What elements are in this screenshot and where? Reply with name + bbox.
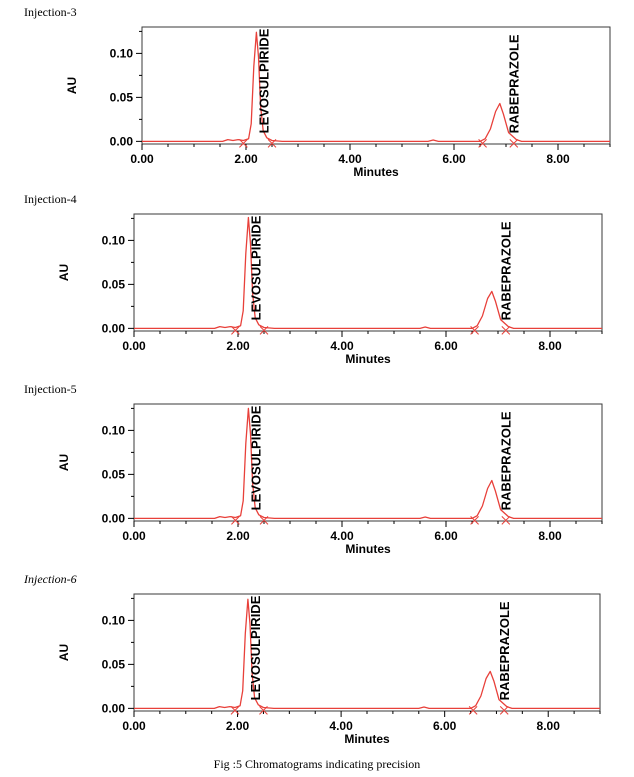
chromatogram-4: 0.00 2.00 4.00 6.00 8.00 0.00 0.05 0.10 Minutes A… <box>57 593 601 746</box>
x-tick-label: 6.00 <box>434 529 458 543</box>
chromatogram-trace <box>134 216 602 330</box>
x-tick-label: 4.00 <box>329 719 353 733</box>
x-tick-label: 2.00 <box>226 719 250 733</box>
integration-marker <box>501 326 511 335</box>
x-tick-label: 8.00 <box>538 529 562 543</box>
y-tick-label: 0.10 <box>102 233 126 247</box>
integration-marker <box>468 706 478 715</box>
panel-label-2: Injection-4 <box>24 192 77 206</box>
peak-label-rabeprazole: RABEPRAZOLE <box>499 221 514 320</box>
x-axis-label: Minutes <box>344 732 390 746</box>
y-tick-label: 0.10 <box>102 423 126 437</box>
chromatogram-trace <box>134 598 600 710</box>
chromatogram-trace <box>142 31 610 143</box>
panel-label-1: Injection-3 <box>24 5 77 19</box>
x-tick-label: 4.00 <box>330 339 354 353</box>
x-tick-label: 2.00 <box>226 339 250 353</box>
integration-marker <box>501 516 511 525</box>
peak-label-levosulpiride: LEVOSULPIRIDE <box>248 595 263 700</box>
integration-marker <box>509 139 519 148</box>
chromatogram-trace <box>134 407 602 520</box>
y-tick-label: 0.05 <box>110 90 134 104</box>
plot-frame <box>133 403 603 522</box>
x-tick-label: 2.00 <box>234 152 258 166</box>
chromatogram-2: 0.00 2.00 4.00 6.00 8.00 0.00 0.05 0.10 Minutes A… <box>57 213 603 366</box>
plot-frame <box>133 213 603 332</box>
x-tick-label: 8.00 <box>546 152 570 166</box>
x-axis-label: Minutes <box>353 165 399 179</box>
y-tick-label: 0.10 <box>110 46 134 60</box>
y-tick-label: 0.00 <box>102 321 126 335</box>
integration-marker <box>230 706 240 715</box>
y-axis-label: AU <box>57 264 71 281</box>
peak-label-levosulpiride: LEVOSULPIRIDE <box>248 405 263 510</box>
y-tick-label: 0.05 <box>102 657 126 671</box>
integration-marker <box>470 326 479 335</box>
y-tick-label: 0.00 <box>102 701 126 715</box>
x-axis-label: Minutes <box>345 542 391 556</box>
plot-frame <box>133 593 601 712</box>
y-axis-label: AU <box>57 454 71 471</box>
peak-label-rabeprazole: RABEPRAZOLE <box>497 601 512 700</box>
x-tick-label: 0.00 <box>130 152 154 166</box>
peak-label-levosulpiride: LEVOSULPIRIDE <box>256 28 271 133</box>
peak-label-levosulpiride: LEVOSULPIRIDE <box>248 215 263 320</box>
y-tick-label: 0.05 <box>102 467 126 481</box>
x-tick-label: 6.00 <box>434 339 458 353</box>
x-tick-label: 4.00 <box>338 152 362 166</box>
x-tick-label: 2.00 <box>226 529 250 543</box>
plot-frame <box>141 26 611 145</box>
panel-label-4: Injection-6 <box>24 572 77 586</box>
y-axis-label: AU <box>65 77 79 94</box>
x-tick-label: 6.00 <box>433 719 457 733</box>
x-tick-label: 0.00 <box>122 529 146 543</box>
y-tick-label: 0.05 <box>102 277 126 291</box>
figure-caption: Fig :5 Chromatograms indicating precisio… <box>213 757 421 771</box>
y-tick-label: 0.00 <box>110 134 134 148</box>
y-tick-label: 0.00 <box>102 511 126 525</box>
x-tick-label: 0.00 <box>122 339 146 353</box>
chromatogram-3: 0.00 2.00 4.00 6.00 8.00 0.00 0.05 0.10 Minutes A… <box>57 403 603 556</box>
chromatogram-1: 0.00 2.00 4.00 6.00 8.00 0.00 0.05 0.10 Minutes A… <box>65 26 611 179</box>
peak-label-rabeprazole: RABEPRAZOLE <box>507 34 522 133</box>
integration-marker <box>499 706 509 715</box>
peak-label-rabeprazole: RABEPRAZOLE <box>499 411 514 510</box>
x-tick-label: 8.00 <box>537 719 561 733</box>
x-tick-label: 6.00 <box>442 152 466 166</box>
y-tick-label: 0.10 <box>102 613 126 627</box>
integration-marker <box>470 516 479 525</box>
x-tick-label: 8.00 <box>538 339 562 353</box>
x-tick-label: 0.00 <box>122 719 146 733</box>
integration-marker <box>478 139 487 148</box>
x-tick-label: 4.00 <box>330 529 354 543</box>
panel-label-3: Injection-5 <box>24 382 77 396</box>
y-axis-label: AU <box>57 644 71 661</box>
x-axis-label: Minutes <box>345 352 391 366</box>
